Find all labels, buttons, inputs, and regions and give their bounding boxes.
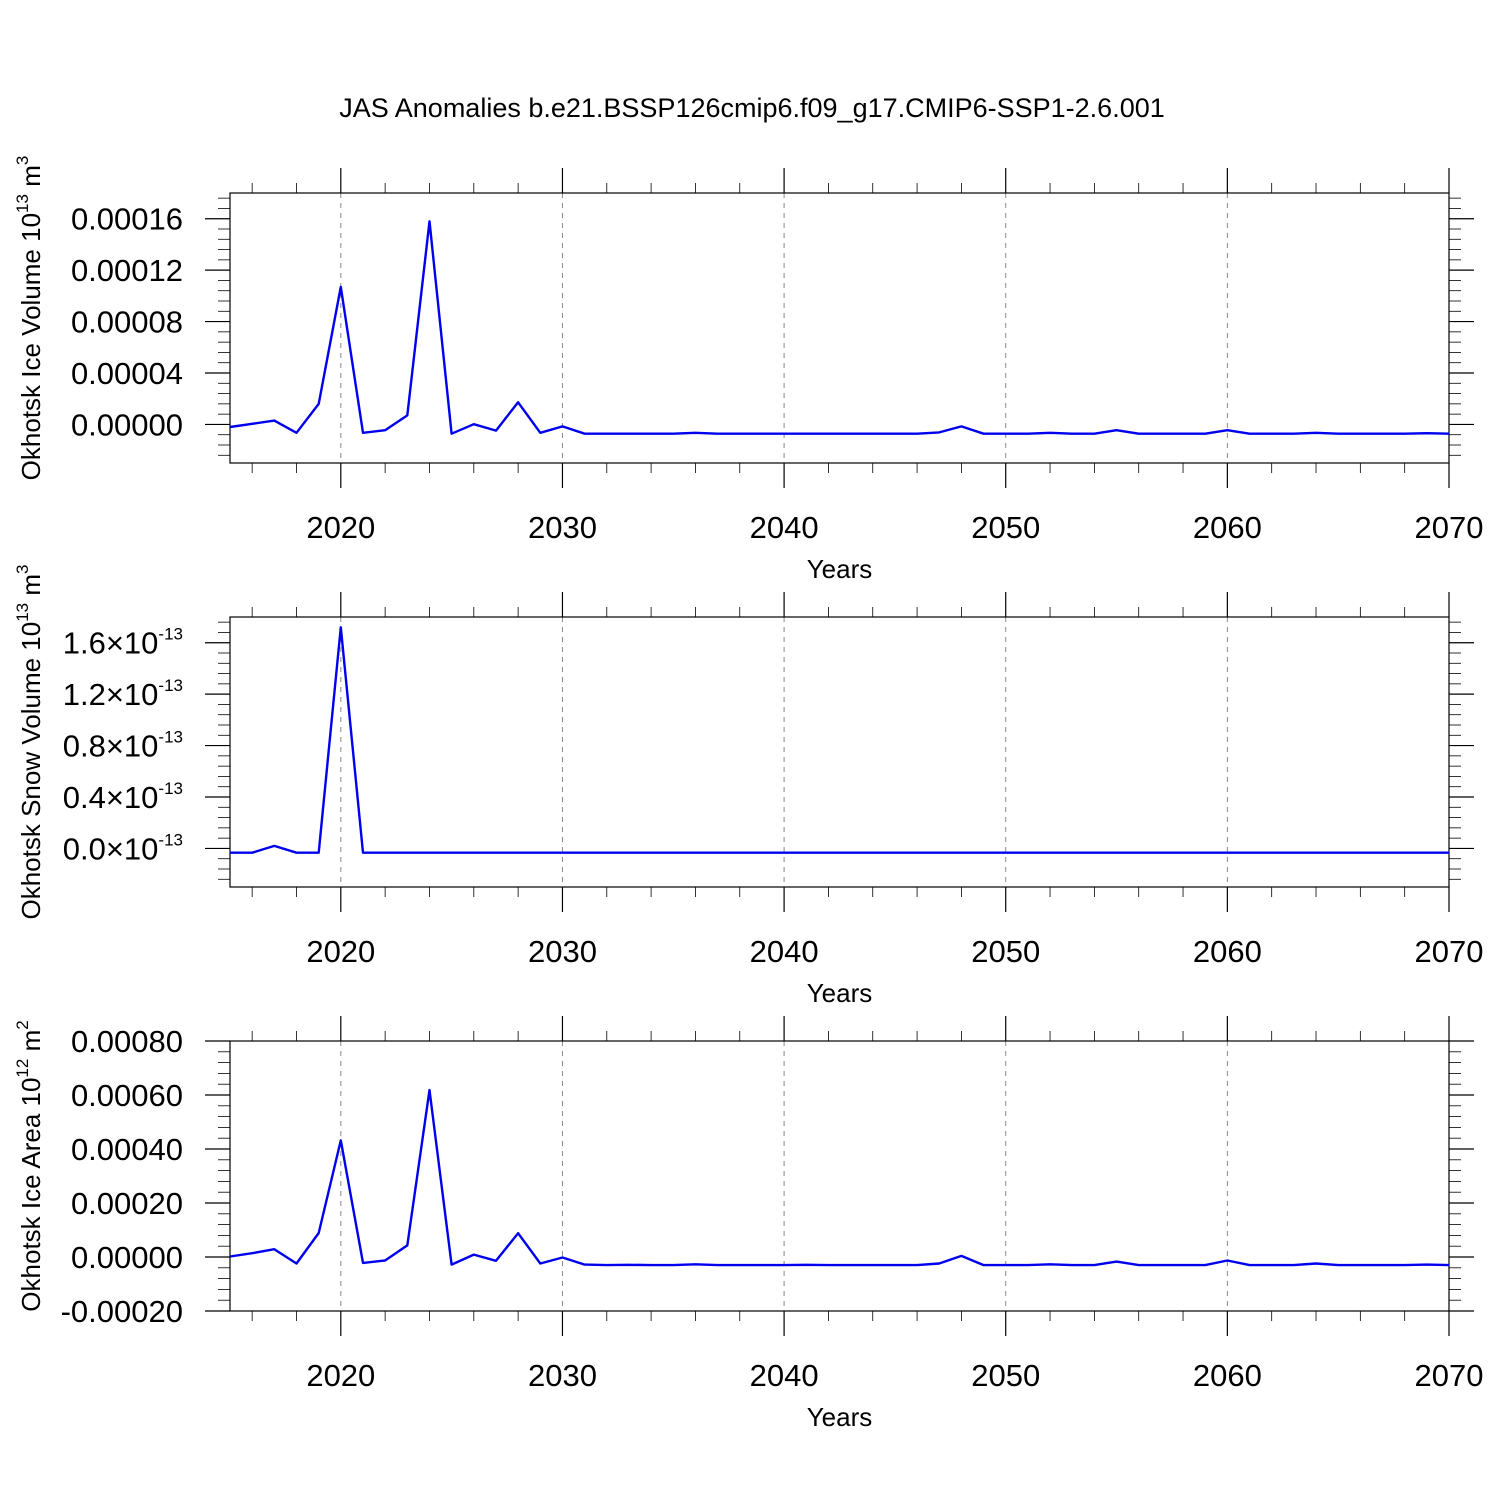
x-tick-label: 2030 (528, 934, 597, 969)
y-tick-label: 0.00004 (71, 356, 183, 391)
y-tick-label: 1.6×10-13 (63, 625, 183, 661)
plot-frame (229, 616, 1450, 888)
plot-frame (229, 192, 1450, 464)
x-tick-label: 2050 (971, 934, 1040, 969)
x-tick-label: 2020 (306, 1358, 375, 1393)
y-tick-label: 0.0×10-13 (63, 830, 183, 866)
x-tick-label: 2050 (971, 1358, 1040, 1393)
y-tick-label: 0.00040 (71, 1132, 183, 1167)
y-tick-label: 1.2×10-13 (63, 676, 183, 712)
y-tick-label: 0.00012 (71, 253, 183, 288)
x-axis-label: Years (807, 1402, 873, 1432)
y-tick-label: 0.00060 (71, 1078, 183, 1113)
y-tick-label: 0.4×10-13 (63, 779, 183, 815)
x-tick-label: 2070 (1415, 510, 1484, 545)
series-line (229, 1088, 1450, 1267)
y-tick-label: 0.00016 (71, 202, 183, 237)
plot-frame (229, 1040, 1450, 1312)
series-line (229, 220, 1450, 435)
x-tick-label: 2040 (750, 1358, 819, 1393)
x-tick-label: 2070 (1415, 934, 1484, 969)
x-tick-label: 2040 (750, 934, 819, 969)
y-tick-label: 0.00080 (71, 1024, 183, 1059)
x-tick-label: 2020 (306, 934, 375, 969)
y-tick-label: 0.00020 (71, 1186, 183, 1221)
y-tick-label: 0.00008 (71, 305, 183, 340)
x-tick-label: 2060 (1193, 1358, 1262, 1393)
x-tick-label: 2060 (1193, 510, 1262, 545)
x-tick-label: 2030 (528, 1358, 597, 1393)
x-axis-label: Years (807, 554, 873, 584)
panel-2: 2020 2030 2040 2050 2060 2070 Years 0.0×10-13 0.… (13, 565, 1483, 1009)
x-tick-label: 2030 (528, 510, 597, 545)
x-tick-label: 2060 (1193, 934, 1262, 969)
panel-3: 2020 2030 2040 2050 2060 2070 Years -0.00020 0.0… (13, 1016, 1483, 1432)
y-tick-label: -0.00020 (61, 1294, 183, 1329)
y-axis-label: Okhotsk Snow Volume 1013 m3 (13, 565, 46, 920)
x-tick-label: 2020 (306, 510, 375, 545)
chart-title: JAS Anomalies b.e21.BSSP126cmip6.f09_g17… (339, 93, 1165, 123)
panel-1: 2020 2030 2040 2050 2060 2070 Years 0.00000 0.00… (13, 156, 1483, 584)
y-tick-label: 0.8×10-13 (63, 728, 183, 764)
x-tick-label: 2070 (1415, 1358, 1484, 1393)
y-tick-label: 0.00000 (71, 407, 183, 442)
x-tick-label: 2040 (750, 510, 819, 545)
x-tick-label: 2050 (971, 510, 1040, 545)
y-axis-label: Okhotsk Ice Volume 1013 m3 (13, 156, 46, 481)
y-tick-label: 0.00000 (71, 1240, 183, 1275)
y-axis-label: Okhotsk Ice Area 1012 m2 (13, 1020, 46, 1311)
x-axis-label: Years (807, 978, 873, 1008)
series-line (230, 626, 1449, 854)
